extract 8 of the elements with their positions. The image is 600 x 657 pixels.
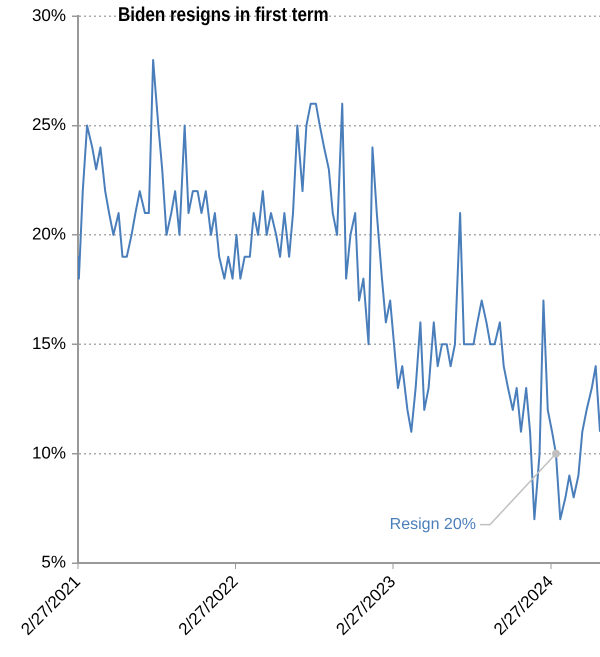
chart-title: Biden resigns in first term xyxy=(118,4,329,27)
y-tick-label: 5% xyxy=(41,552,66,572)
y-tick-label: 20% xyxy=(32,224,66,244)
y-tick-label: 25% xyxy=(32,115,66,134)
y-tick-label: 30% xyxy=(32,6,66,25)
annotation: Resign 20% xyxy=(390,516,476,534)
y-tick-label: 10% xyxy=(32,443,66,462)
y-tick-label: 15% xyxy=(32,334,66,353)
